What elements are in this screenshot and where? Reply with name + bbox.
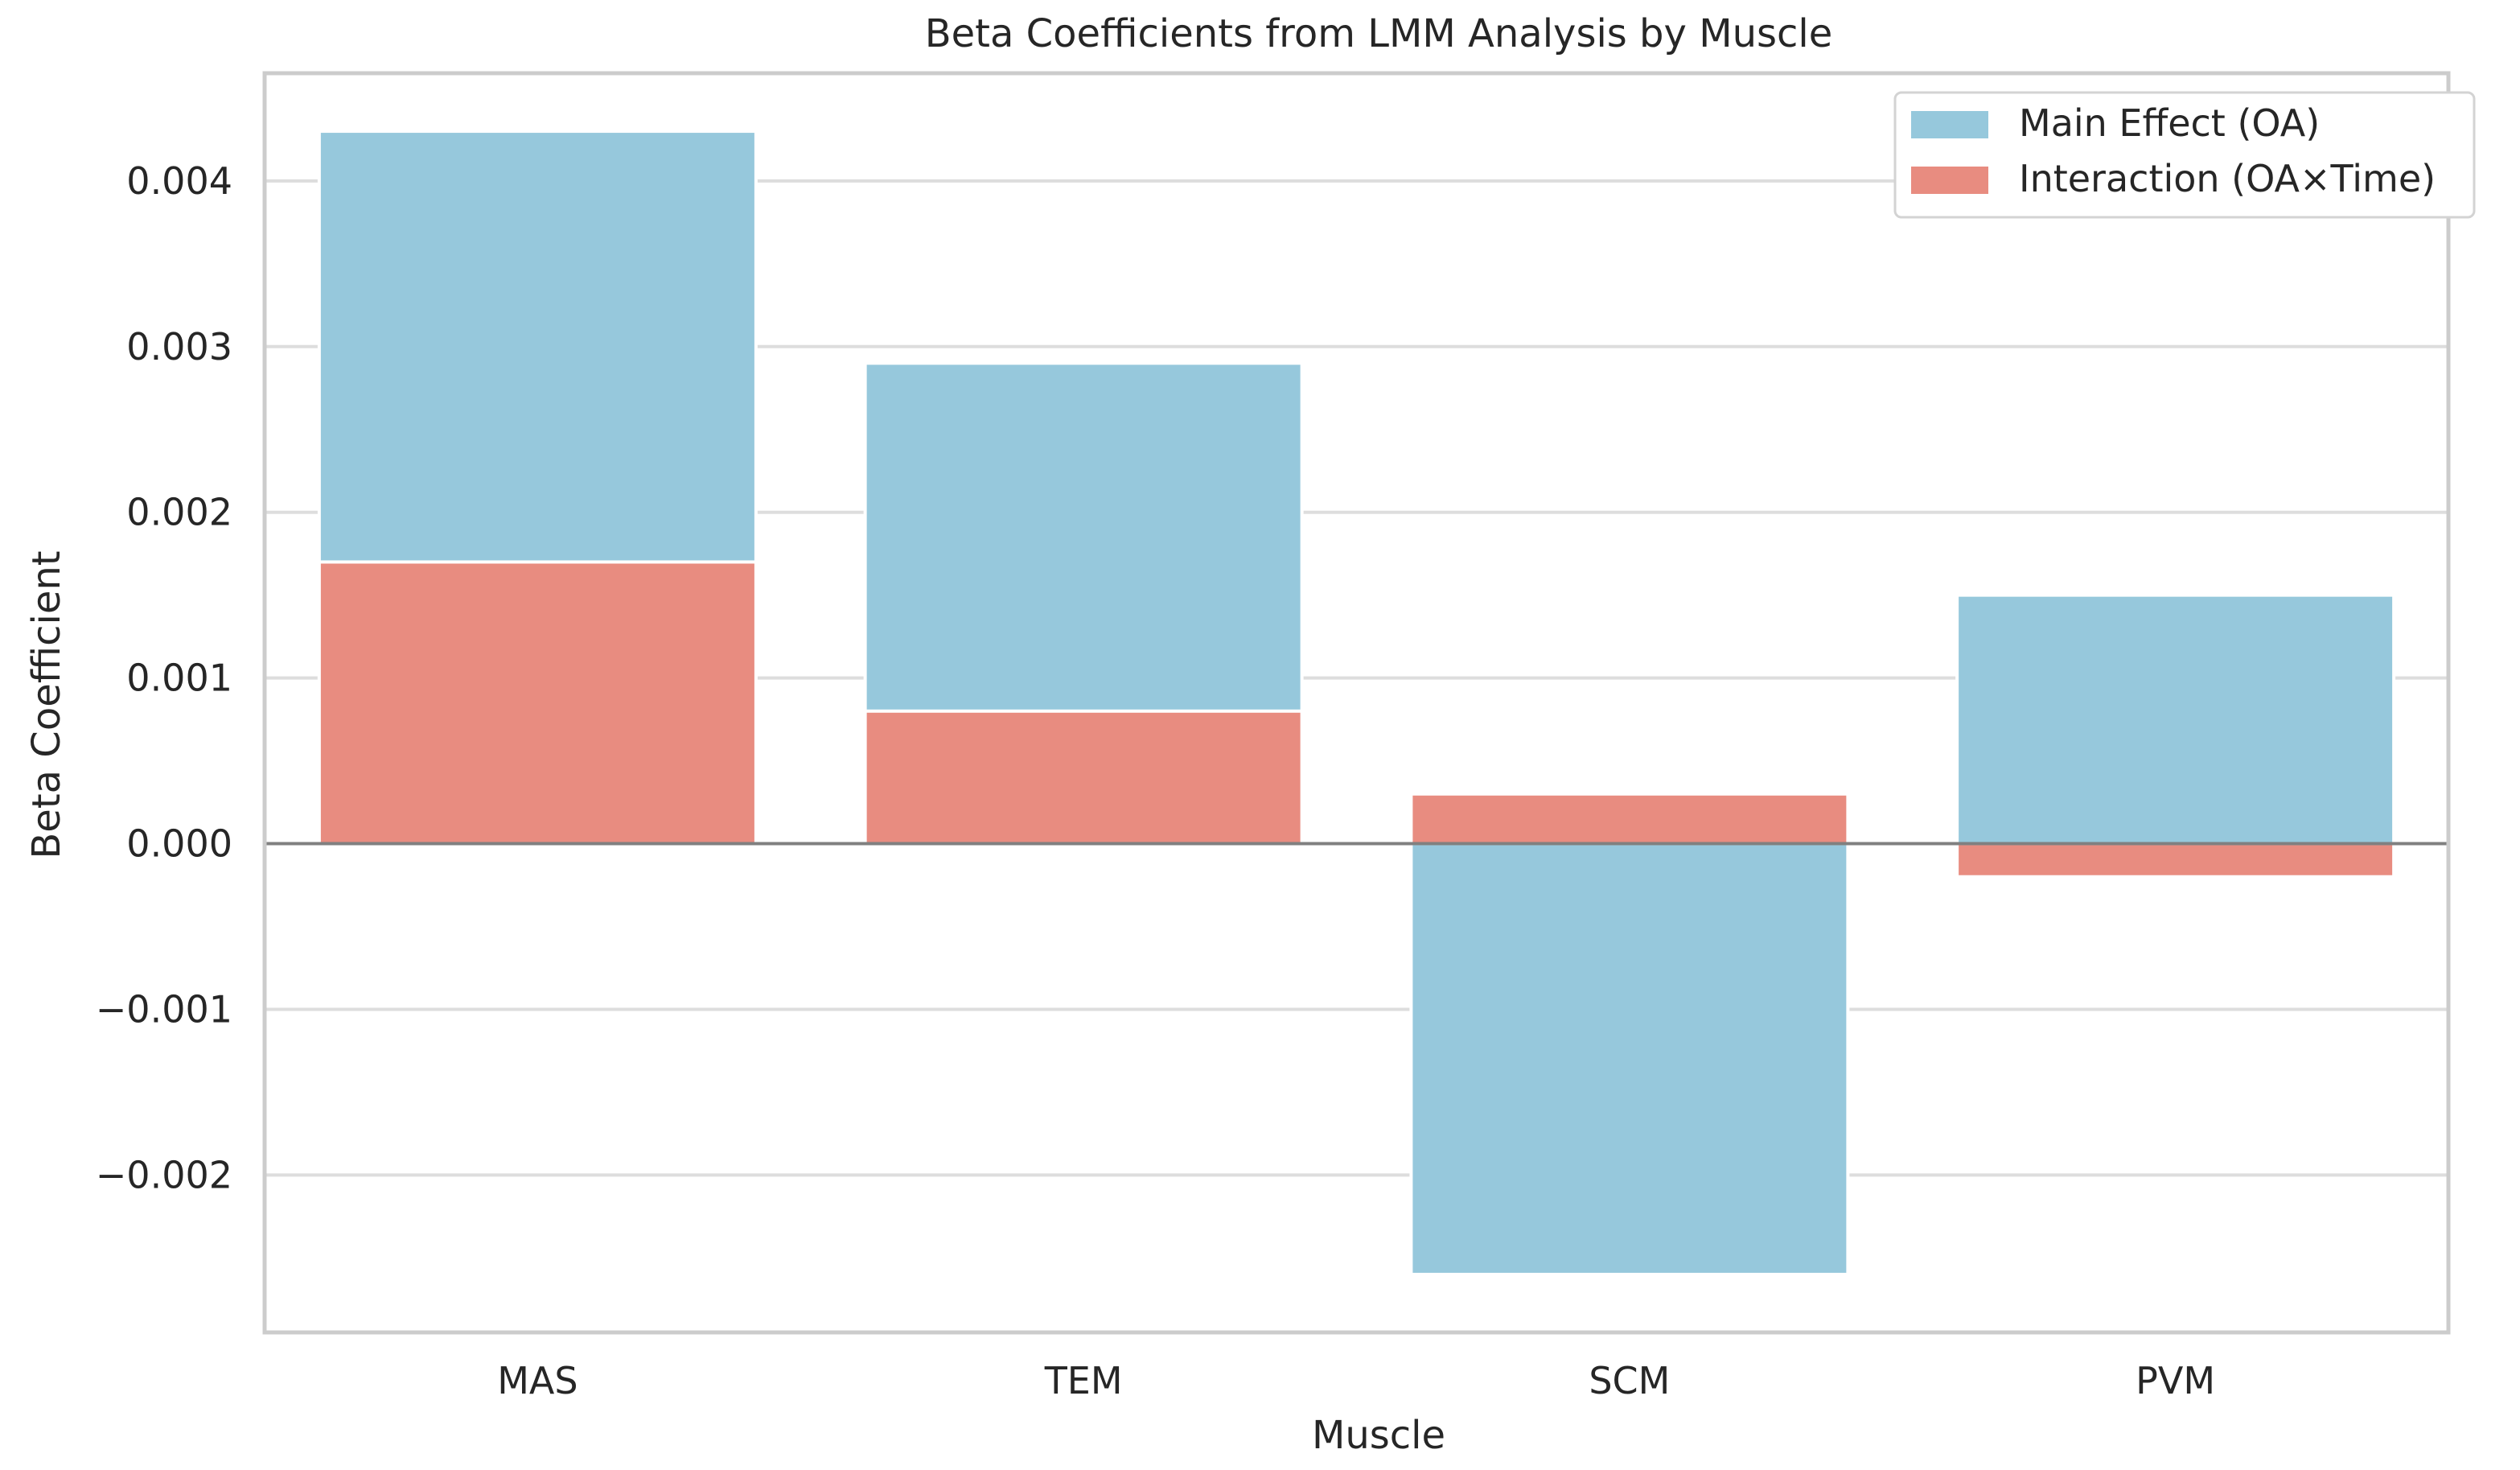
legend-label-main-effect: Main Effect (OA) [2019,101,2320,145]
x-tick-label: SCM [1589,1359,1670,1402]
legend: Main Effect (OA) Interaction (OA×Time) [1893,91,2476,219]
bar-main-effect-scm [1409,842,1850,1276]
x-tick-label: PVM [2136,1359,2215,1402]
y-tick-label: 0.004 [126,159,232,203]
x-tick-label: TEM [1044,1359,1123,1402]
legend-box [1893,91,2476,219]
y-tick-label: −0.002 [96,1153,232,1196]
bar-main-effect-pvm [1955,593,2396,846]
chart-title: Beta Coefficients from LMM Analysis by M… [925,11,1833,56]
x-axis-ticks: MAS TEM SCM PVM [497,1359,2215,1402]
y-tick-label: 0.000 [126,822,232,866]
legend-swatch-interaction [1911,167,1988,194]
y-axis-label: Beta Coefficient [24,550,69,859]
plot-frame [262,71,2451,1335]
legend-swatch-main-effect [1911,111,1988,138]
y-tick-label: 0.002 [126,491,232,534]
bar-interaction-mas [317,560,758,846]
bar-interaction-pvm [1955,842,2396,879]
x-axis-label: Muscle [1312,1413,1445,1458]
y-axis-ticks: 0.004 0.003 0.002 0.001 0.000 −0.001 −0.002 [96,159,232,1197]
y-tick-label: −0.001 [96,987,232,1031]
x-tick-label: MAS [497,1359,578,1402]
bar-interaction-tem [863,709,1304,846]
bars [317,130,2396,1276]
legend-label-interaction: Interaction (OA×Time) [2019,157,2436,200]
y-tick-label: 0.003 [126,325,232,369]
bar-interaction-scm [1409,792,1850,846]
y-tick-label: 0.001 [126,657,232,700]
